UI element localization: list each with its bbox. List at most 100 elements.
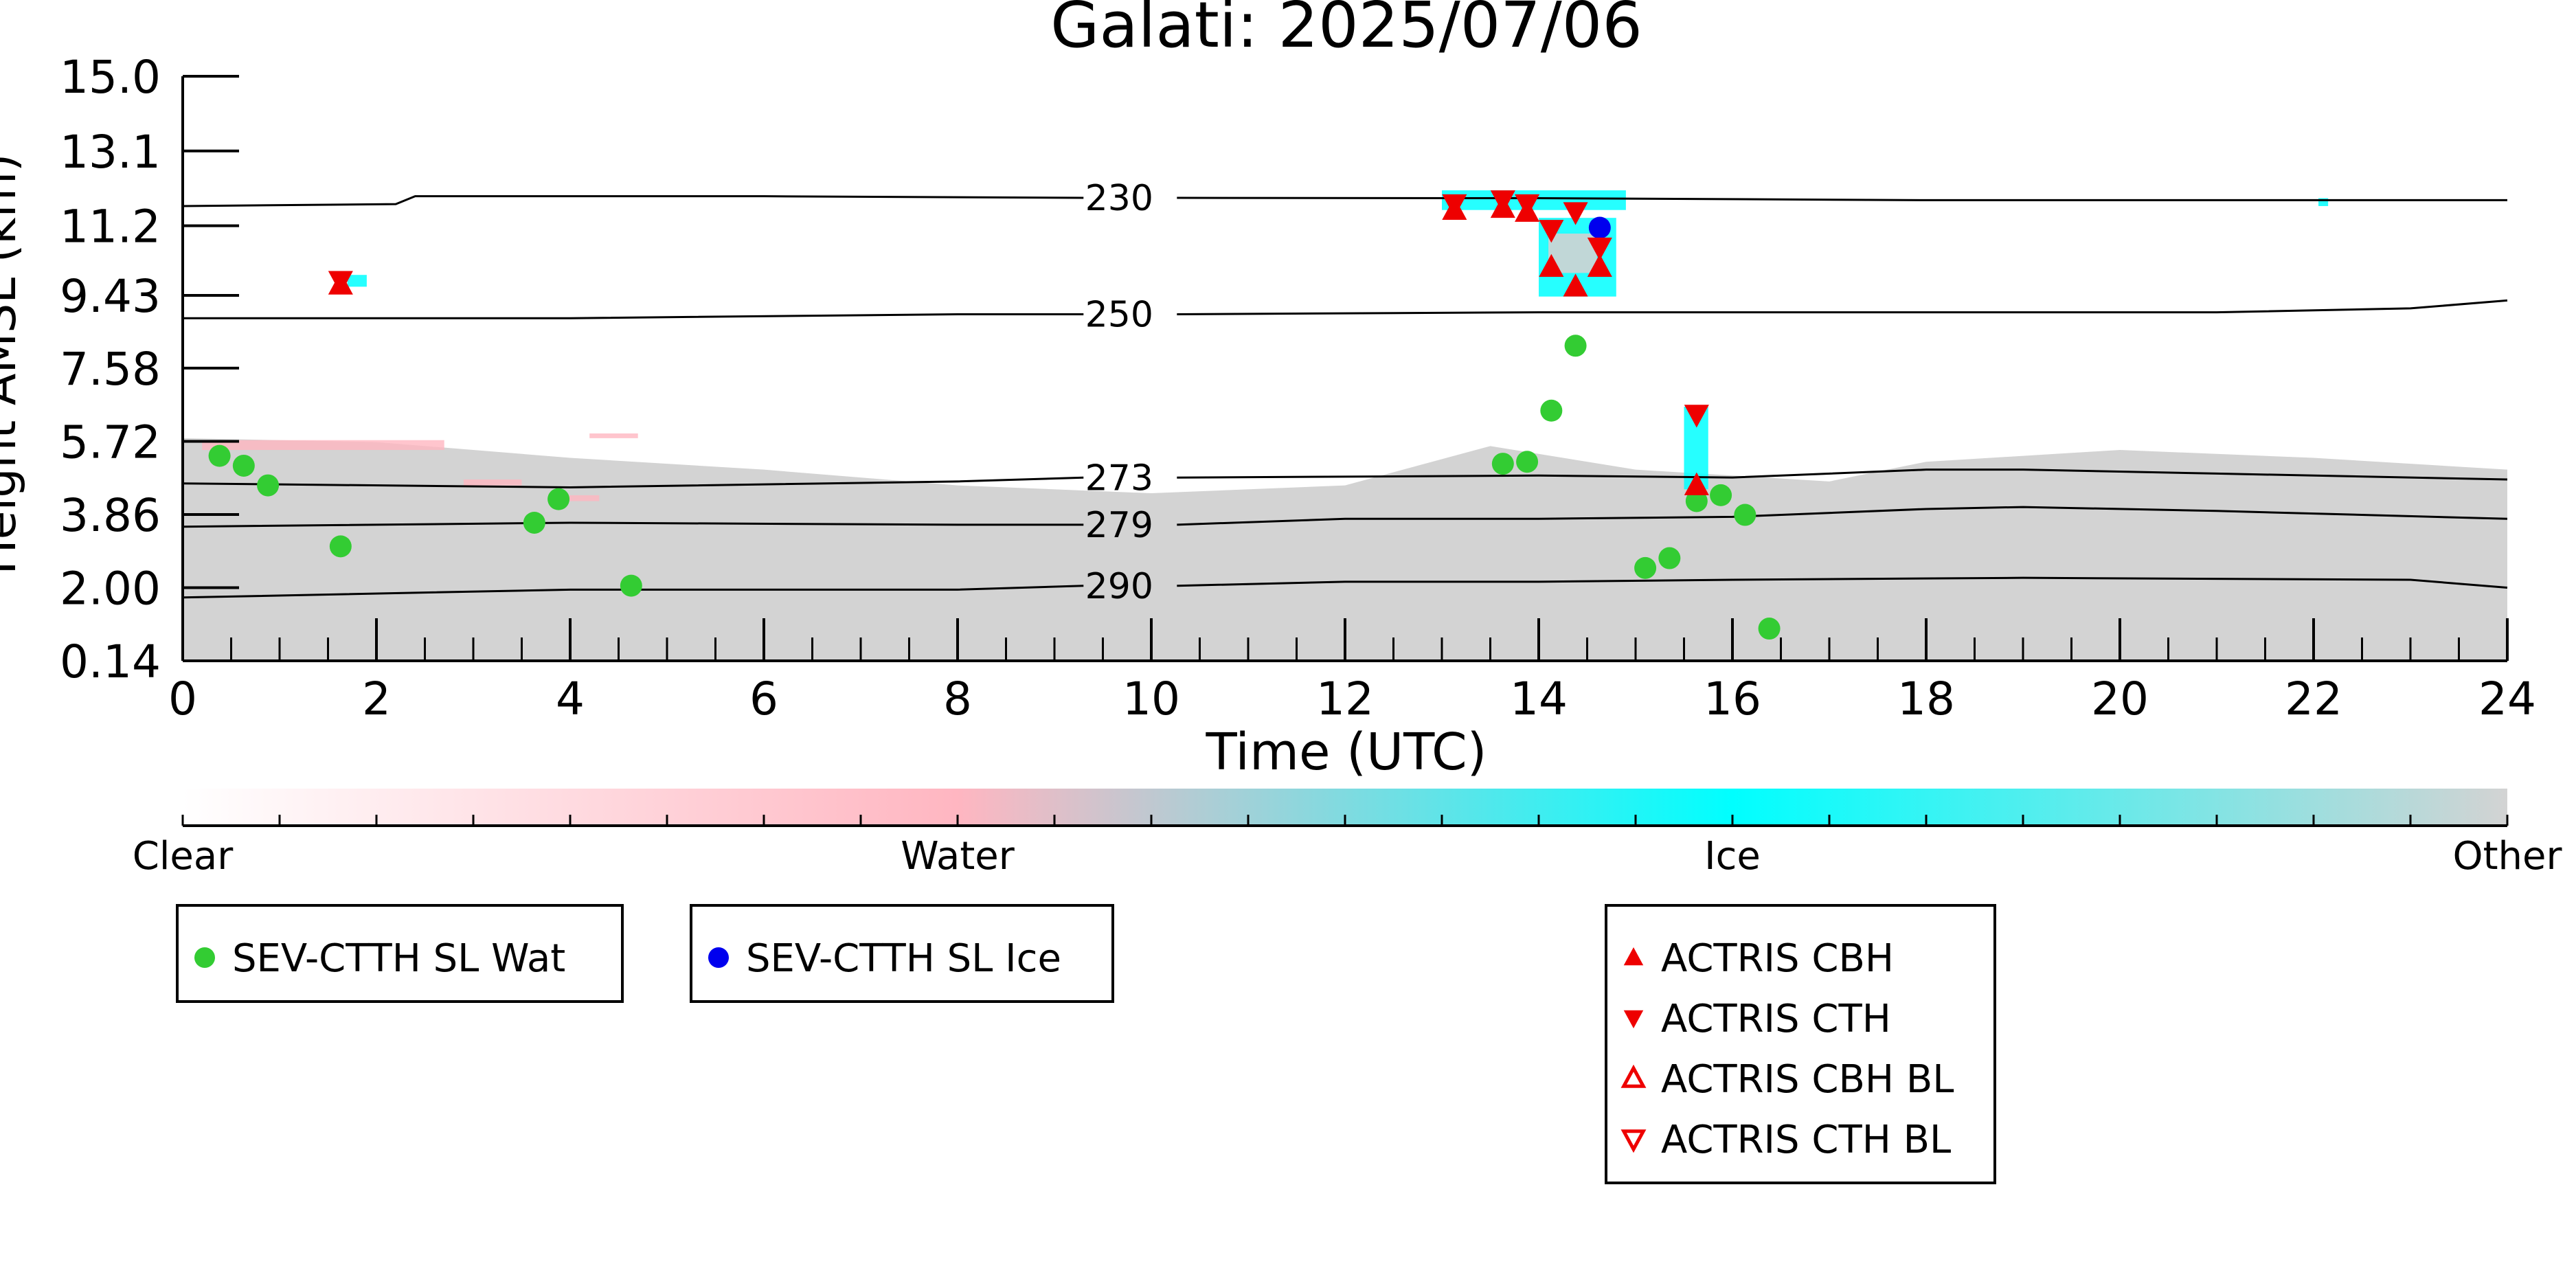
x-axis-label: Time (UTC) bbox=[1205, 723, 1487, 782]
legend-marker bbox=[194, 947, 215, 968]
data-point bbox=[329, 535, 352, 558]
data-point bbox=[1684, 472, 1709, 495]
isotherm-lines: 230 250 273 279 290 bbox=[182, 178, 2508, 607]
colorbar-label: Clear bbox=[133, 834, 234, 879]
data-point bbox=[1710, 484, 1732, 506]
legend-label: ACTRIS CBH bbox=[1661, 936, 1894, 981]
data-point bbox=[1684, 405, 1709, 428]
ice-patch bbox=[347, 275, 367, 287]
legend-marker bbox=[1623, 947, 1644, 966]
y-tick-label: 2.00 bbox=[60, 562, 161, 615]
data-markers bbox=[208, 190, 1781, 640]
legend-marker bbox=[1620, 1129, 1647, 1153]
data-point bbox=[1540, 399, 1563, 422]
data-point bbox=[1758, 618, 1781, 640]
ice-patch bbox=[2318, 198, 2329, 206]
data-point bbox=[1587, 253, 1612, 277]
legend-box bbox=[176, 904, 624, 1003]
chart-title: Galati: 2025/07/06 bbox=[1050, 0, 1642, 62]
y-tick-label: 3.86 bbox=[60, 489, 161, 542]
y-tick-label: 11.2 bbox=[60, 201, 161, 253]
legend-box bbox=[1605, 904, 1996, 1184]
colorbar-label: Water bbox=[901, 834, 1015, 879]
data-point bbox=[328, 271, 353, 294]
data-point bbox=[1539, 253, 1564, 277]
data-point bbox=[1658, 547, 1681, 569]
colorbar-label: Ice bbox=[1704, 834, 1761, 879]
x-tick-label: 22 bbox=[2285, 673, 2342, 725]
data-point bbox=[1564, 335, 1587, 357]
legend-box bbox=[690, 904, 1114, 1003]
water-patch bbox=[589, 433, 638, 438]
isotherm-label: 250 bbox=[1085, 294, 1153, 335]
y-tick-label: 7.58 bbox=[60, 343, 161, 396]
data-point bbox=[1539, 220, 1564, 243]
legend-label: ACTRIS CTH BL bbox=[1661, 1118, 1951, 1162]
x-tick-label: 18 bbox=[1897, 673, 1955, 725]
isotherm-line bbox=[182, 476, 1084, 488]
data-point bbox=[1563, 273, 1588, 297]
isotherm-line bbox=[1177, 299, 2508, 315]
isotherm-line bbox=[183, 313, 1084, 319]
data-point bbox=[1516, 451, 1539, 473]
data-point bbox=[547, 488, 570, 510]
isotherm-line bbox=[182, 521, 1084, 528]
data-point bbox=[1685, 490, 1708, 512]
isotherm-line bbox=[1177, 576, 2508, 589]
data-point bbox=[620, 574, 642, 597]
legends: SEV-CTTH SL Wat SEV-CTTH SL Ice ACTRIS CBH… bbox=[176, 904, 1996, 1184]
x-tick-label: 24 bbox=[2478, 673, 2536, 725]
x-tick-label: 8 bbox=[943, 673, 972, 725]
water-patch bbox=[560, 495, 600, 501]
isotherm-line bbox=[1177, 506, 2508, 526]
isotherm-line bbox=[182, 195, 1084, 207]
y-tick-label: 13.1 bbox=[60, 126, 161, 179]
x-tick-label: 16 bbox=[1704, 673, 1761, 725]
data-point bbox=[1588, 216, 1611, 239]
data-point bbox=[1442, 194, 1467, 218]
water-patch bbox=[202, 440, 444, 451]
legend-label: SEV-CTTH SL Wat bbox=[232, 936, 565, 981]
other-cloud-region bbox=[183, 438, 2507, 661]
y-tick-label: 15.0 bbox=[60, 51, 161, 104]
isotherm-label: 279 bbox=[1085, 505, 1153, 546]
x-tick-label: 12 bbox=[1316, 673, 1374, 725]
isotherm-line bbox=[1177, 196, 2507, 201]
x-tick-label: 2 bbox=[362, 673, 391, 725]
data-point bbox=[1634, 556, 1657, 579]
colorbar-label: Other bbox=[2452, 834, 2562, 879]
plot-background bbox=[183, 190, 2507, 661]
y-tick-label: 0.14 bbox=[60, 635, 161, 688]
colorbar: Clear Water Ice Other bbox=[133, 789, 2562, 879]
x-tick-label: 4 bbox=[556, 673, 585, 725]
y-tick-label: 9.43 bbox=[60, 270, 161, 323]
data-point bbox=[257, 474, 280, 497]
isotherm-line bbox=[182, 585, 1084, 599]
x-tick-label: 20 bbox=[2091, 673, 2149, 725]
water-patch bbox=[463, 479, 522, 486]
legend-label: SEV-CTTH SL Ice bbox=[746, 936, 1061, 981]
data-point bbox=[1515, 194, 1540, 218]
x-tick-label: 14 bbox=[1510, 673, 1568, 725]
isotherm-label: 230 bbox=[1085, 178, 1153, 219]
x-tick-label: 10 bbox=[1122, 673, 1180, 725]
x-tick-label: 6 bbox=[749, 673, 778, 725]
x-tick-label: 0 bbox=[168, 673, 197, 725]
y-tick-label: 5.72 bbox=[60, 416, 161, 468]
legend-marker bbox=[1623, 1010, 1644, 1028]
data-point bbox=[1490, 190, 1515, 214]
isotherm-line bbox=[1177, 468, 2508, 481]
y-axis-label: Height AMSL (km) bbox=[0, 154, 27, 575]
isotherm-label: 290 bbox=[1085, 566, 1153, 607]
isotherm-label: 273 bbox=[1085, 457, 1153, 499]
data-point bbox=[208, 444, 231, 467]
data-point bbox=[1587, 237, 1612, 261]
legend-marker bbox=[708, 947, 729, 968]
legend-label: ACTRIS CBH BL bbox=[1661, 1057, 1954, 1102]
legend-marker bbox=[1620, 1064, 1647, 1088]
data-point bbox=[1491, 453, 1514, 475]
data-point bbox=[1734, 504, 1756, 526]
